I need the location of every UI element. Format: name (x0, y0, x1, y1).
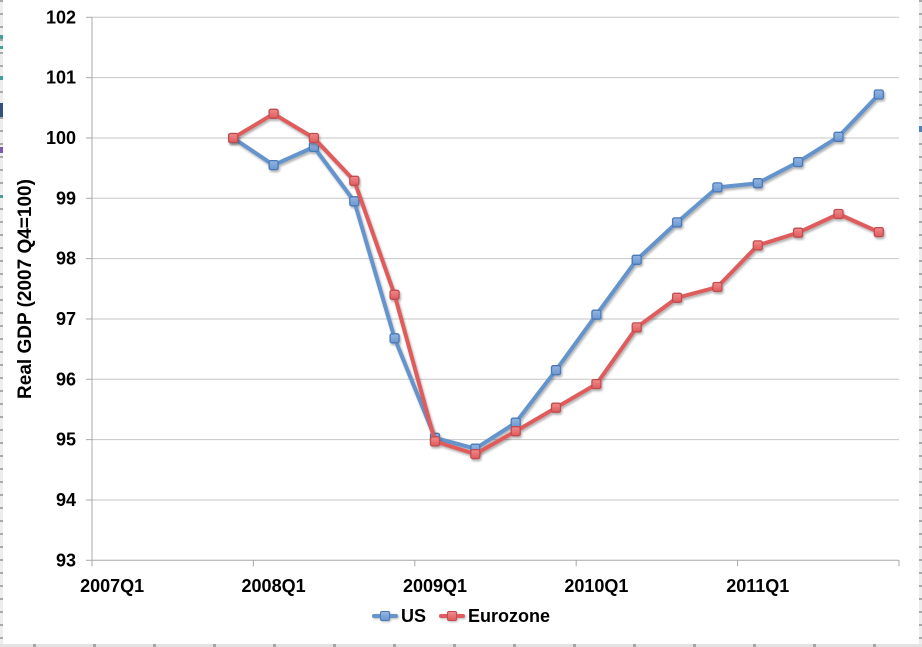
us-data-point (631, 254, 642, 265)
axes (86, 16, 900, 567)
spreadsheet-cell-artifact (0, 195, 3, 198)
eurozone-data-point (228, 132, 239, 144)
eurozone-data-point (389, 289, 400, 300)
x-tick-label: 2010Q1 (564, 576, 628, 596)
eurozone-data-point (470, 448, 481, 460)
y-tick-label: 94 (56, 490, 76, 510)
y-tick-label: 97 (56, 309, 76, 329)
y-tick-label: 93 (56, 550, 76, 570)
axis-labels: 93 94 95 96 97 98 99 100 101 102 2007Q1 2008Q1 2009Q… (46, 7, 789, 596)
y-tick-label: 98 (56, 249, 76, 269)
eurozone-data-point (712, 281, 723, 293)
eurozone-data-point (349, 175, 360, 186)
spreadsheet-cell-artifact (0, 103, 3, 117)
us-data-point (671, 217, 683, 228)
spreadsheet-cell-artifact (0, 76, 3, 80)
y-axis-title: Real GDP (2007 Q4=100) (15, 179, 36, 399)
us-marker-icon (379, 611, 390, 621)
x-tick-label: 2008Q1 (242, 576, 306, 596)
eurozone-marker-icon (447, 611, 457, 621)
eurozone-data-point (591, 378, 602, 390)
eurozone-line-swatch-icon (439, 611, 465, 621)
spreadsheet-cell-artifact (0, 147, 3, 153)
us-data-point (591, 309, 602, 320)
us-data-point (349, 196, 360, 207)
eurozone-data-point (429, 436, 441, 447)
eurozone-data-point (752, 240, 763, 251)
eurozone-data-point (550, 402, 562, 413)
y-tick-label: 102 (46, 7, 76, 27)
legend: US Eurozone (371, 606, 550, 626)
eurozone-data-point (510, 426, 521, 437)
y-tick-label: 96 (56, 369, 76, 389)
gridlines (92, 16, 899, 501)
eurozone-data-point (873, 226, 884, 238)
y-tick-label: 100 (46, 128, 76, 148)
x-tick-label: 2011Q1 (726, 576, 789, 596)
us-data-point (268, 159, 279, 171)
spreadsheet-cell-artifact (0, 35, 3, 39)
us-data-point (792, 156, 804, 168)
eurozone-data-point (308, 132, 320, 144)
spreadsheet-cell-artifact (919, 126, 922, 132)
y-tick-label: 99 (56, 188, 76, 208)
us-data-point (873, 89, 884, 100)
spreadsheet-cell-artifact (0, 46, 3, 49)
y-tick-label: 95 (56, 430, 76, 450)
us-line-swatch-icon (371, 611, 398, 621)
legend-label-us: US (400, 606, 426, 626)
us-data-point (833, 131, 844, 142)
us-line (231, 92, 881, 451)
eurozone-data-point (631, 322, 642, 333)
us-data-point (510, 417, 521, 428)
legend-label-eurozone: Eurozone (468, 606, 551, 626)
x-tick-label: 2007Q1 (80, 576, 144, 596)
legend-item-eurozone: Eurozone (439, 607, 550, 625)
spreadsheet-gridline-left-edge (0, 0, 3, 647)
eurozone-series (228, 108, 884, 460)
us-data-point (550, 365, 562, 376)
spreadsheet-gridline-bottom-edge (0, 644, 922, 647)
eurozone-data-point (671, 292, 683, 303)
x-tick-label: 2009Q1 (403, 576, 467, 596)
eurozone-data-point (268, 108, 279, 119)
us-data-point (752, 178, 763, 189)
us-series (228, 89, 884, 454)
spreadsheet-gridline-right-edge (919, 0, 922, 647)
eurozone-data-point (833, 208, 844, 220)
us-data-point (712, 182, 723, 193)
us-data-point (389, 333, 400, 344)
eurozone-data-point (792, 227, 804, 238)
y-tick-label: 101 (46, 68, 76, 88)
legend-item-us: US (371, 606, 426, 626)
